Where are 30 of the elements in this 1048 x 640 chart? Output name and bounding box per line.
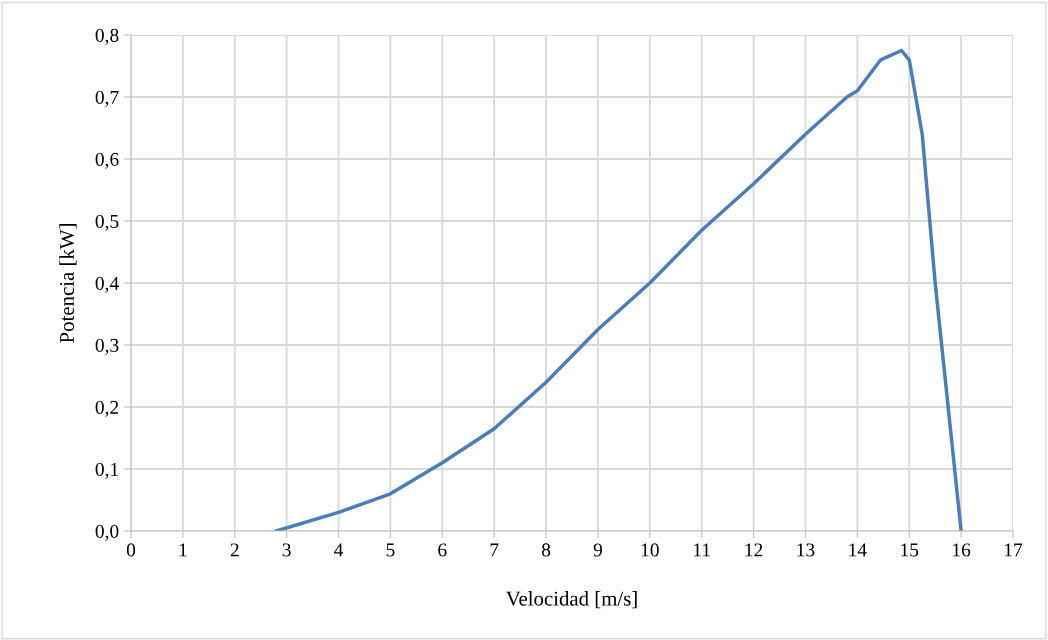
x-tick-label: 13	[797, 543, 815, 557]
x-tick-label: 6	[438, 543, 447, 557]
x-tick-label: 5	[386, 543, 395, 557]
x-tick-label: 7	[490, 543, 499, 557]
x-tick-label: 3	[282, 543, 291, 557]
x-tick-label: 9	[593, 543, 603, 557]
x-tick-label: 14	[849, 543, 867, 557]
y-tick-label: 0,5	[95, 214, 119, 231]
y-tick-label: 0,8	[95, 28, 119, 45]
x-tick-label: 17	[1004, 543, 1023, 557]
x-axis-title: Velocidad [m/s]	[505, 590, 637, 609]
x-tick-label: 8	[541, 543, 551, 557]
x-tick-label: 4	[334, 543, 344, 557]
y-axis-title: Potencia [kW]	[59, 224, 77, 343]
y-tick-label: 0,4	[95, 276, 119, 293]
y-tick-label: 0,6	[95, 152, 119, 169]
x-tick-label: 2	[230, 543, 239, 557]
x-tick-label: 1	[179, 543, 187, 557]
y-tick-label: 0,7	[95, 90, 119, 107]
x-tick-label: 11	[694, 543, 710, 557]
x-tick-label: 16	[953, 543, 971, 557]
line-series	[274, 48, 963, 531]
y-tick-label: 0,0	[95, 524, 119, 541]
x-tick-label: 12	[745, 543, 763, 557]
x-tick-label: 0	[126, 543, 136, 557]
y-tick-label: 0,2	[95, 400, 119, 417]
x-tick-label: 10	[641, 543, 659, 557]
x-tick-label: 15	[901, 543, 919, 557]
y-tick-label: 0,1	[95, 462, 119, 479]
y-tick-label: 0,3	[95, 338, 119, 355]
